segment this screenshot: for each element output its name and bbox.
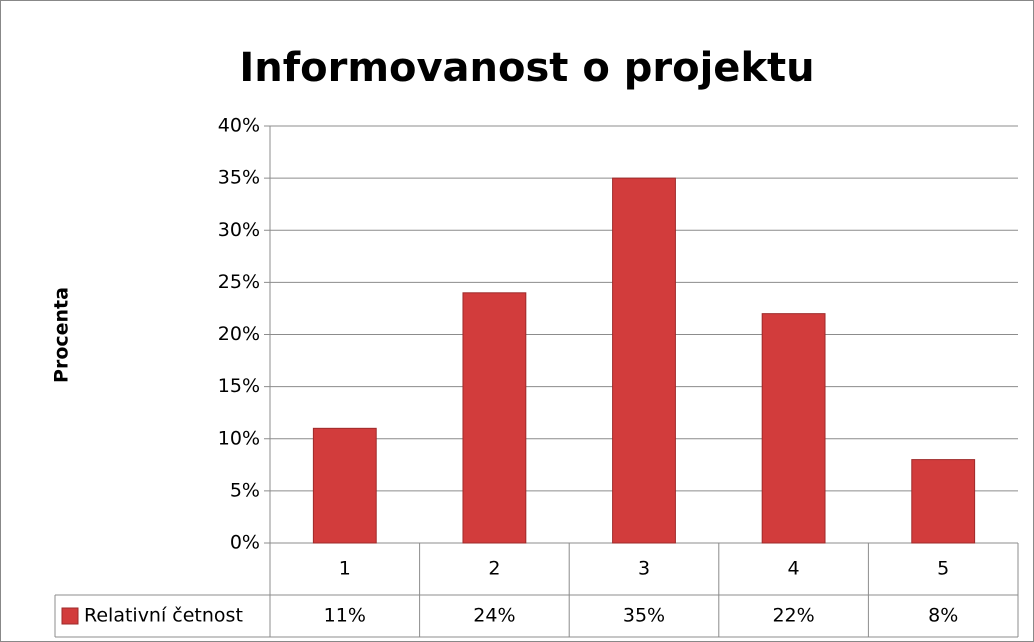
legend-swatch [61,607,79,625]
x-tick-label: 1 [339,558,351,580]
y-tick-label: 15% [218,375,260,397]
chart-title: Informovanost o projektu [239,45,814,91]
table-value: 35% [623,605,665,627]
table-value: 24% [473,605,515,627]
bar [462,292,527,544]
table-value: 22% [772,605,814,627]
y-tick-label: 10% [218,427,260,449]
y-axis-label: Procenta [51,287,73,383]
x-tick-label: 3 [638,558,650,580]
y-tick-label: 35% [218,167,260,189]
y-tick-label: 0% [230,532,260,554]
y-tick-label: 5% [230,479,260,501]
x-tick-label: 5 [937,558,949,580]
bar [761,313,826,544]
table-value: 8% [928,605,958,627]
x-tick-label: 2 [488,558,500,580]
y-tick-label: 30% [218,219,260,241]
y-tick-label: 25% [218,271,260,293]
bar [911,459,976,544]
x-tick-label: 4 [788,558,800,580]
y-tick-label: 40% [218,115,260,137]
y-tick-label: 20% [218,323,260,345]
bar [612,177,676,544]
legend-label: Relativní četnost [84,605,243,627]
table-value: 11% [324,605,366,627]
bar [312,427,377,544]
